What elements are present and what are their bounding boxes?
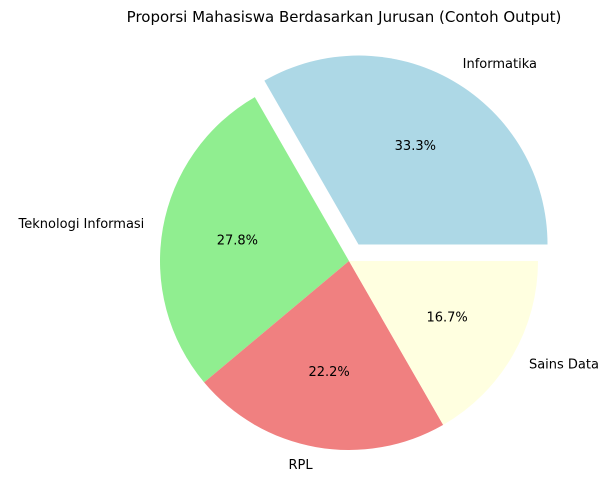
- slice-label-rpl: RPL: [288, 458, 313, 473]
- pie-slice-sains-data: [349, 261, 538, 425]
- pie-slice-rpl: [204, 261, 444, 450]
- slices-layer: [160, 55, 548, 450]
- slice-percent-sains-data: 16.7%: [426, 310, 467, 325]
- pie-slice-teknologi-informasi: [160, 97, 349, 383]
- chart-title: Proporsi Mahasiswa Berdasarkan Jurusan (…: [127, 8, 562, 26]
- slice-label-teknologi-informasi: Teknologi Informasi: [18, 217, 145, 232]
- slice-percent-informatika: 33.3%: [395, 139, 436, 154]
- slice-label-informatika: Informatika: [463, 57, 537, 72]
- slice-label-sains-data: Sains Data: [529, 358, 599, 373]
- labels-layer: 33.3% Informatika 27.8% Teknologi Informasi…: [18, 57, 599, 473]
- pie-slice-informatika: [264, 55, 548, 245]
- slice-percent-rpl: 22.2%: [308, 365, 349, 380]
- slice-percent-teknologi-informasi: 27.8%: [217, 234, 258, 249]
